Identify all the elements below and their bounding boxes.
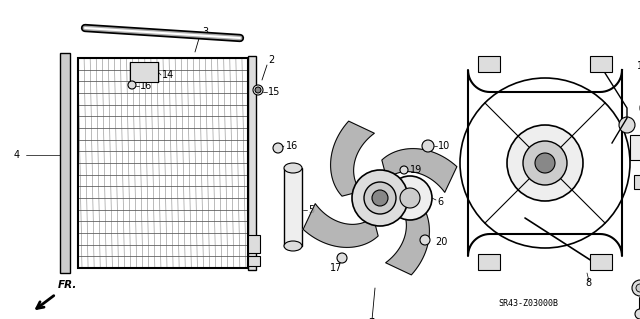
Bar xyxy=(78,58,248,268)
Ellipse shape xyxy=(284,241,302,251)
Text: 8: 8 xyxy=(585,278,591,288)
Text: 10: 10 xyxy=(438,141,451,151)
Circle shape xyxy=(400,188,420,208)
Circle shape xyxy=(352,170,408,226)
Circle shape xyxy=(128,81,136,89)
Ellipse shape xyxy=(284,163,302,173)
Circle shape xyxy=(422,140,434,152)
Text: 16: 16 xyxy=(140,81,152,91)
Text: 17: 17 xyxy=(330,263,342,273)
Text: 20: 20 xyxy=(435,237,447,247)
Bar xyxy=(248,256,260,266)
Text: FR.: FR. xyxy=(58,280,77,290)
Text: 7: 7 xyxy=(368,318,374,319)
Text: 3: 3 xyxy=(202,27,208,37)
Bar xyxy=(248,235,260,253)
Bar xyxy=(478,254,500,270)
Circle shape xyxy=(337,253,347,263)
Circle shape xyxy=(253,85,263,95)
Bar xyxy=(130,62,158,82)
Polygon shape xyxy=(382,149,457,192)
Circle shape xyxy=(619,117,635,133)
Circle shape xyxy=(273,143,283,153)
Circle shape xyxy=(372,190,388,206)
Bar xyxy=(478,56,500,72)
Circle shape xyxy=(523,141,567,185)
Text: 2: 2 xyxy=(268,55,275,65)
Text: SR43-Z03000B: SR43-Z03000B xyxy=(498,299,558,308)
Polygon shape xyxy=(386,200,429,275)
Bar xyxy=(590,254,612,270)
Circle shape xyxy=(255,87,261,93)
Bar xyxy=(630,135,640,160)
Circle shape xyxy=(535,153,555,173)
Bar xyxy=(60,53,70,273)
Bar xyxy=(634,175,640,189)
Text: 4: 4 xyxy=(14,150,20,160)
Bar xyxy=(590,56,612,72)
Bar xyxy=(284,168,302,246)
Circle shape xyxy=(364,182,396,214)
Text: 6: 6 xyxy=(437,197,443,207)
Polygon shape xyxy=(303,204,378,248)
Circle shape xyxy=(388,176,432,220)
Text: 16: 16 xyxy=(286,141,298,151)
Circle shape xyxy=(400,166,408,174)
Text: 5: 5 xyxy=(308,205,314,215)
Circle shape xyxy=(636,284,640,292)
Circle shape xyxy=(507,125,583,201)
Text: 15: 15 xyxy=(268,87,280,97)
Polygon shape xyxy=(468,70,622,256)
Bar xyxy=(248,56,256,270)
Text: 14: 14 xyxy=(162,70,174,80)
Circle shape xyxy=(632,280,640,296)
Circle shape xyxy=(635,309,640,319)
Text: 19: 19 xyxy=(410,165,422,175)
Text: 16: 16 xyxy=(637,61,640,71)
Polygon shape xyxy=(331,121,374,196)
Circle shape xyxy=(420,235,430,245)
